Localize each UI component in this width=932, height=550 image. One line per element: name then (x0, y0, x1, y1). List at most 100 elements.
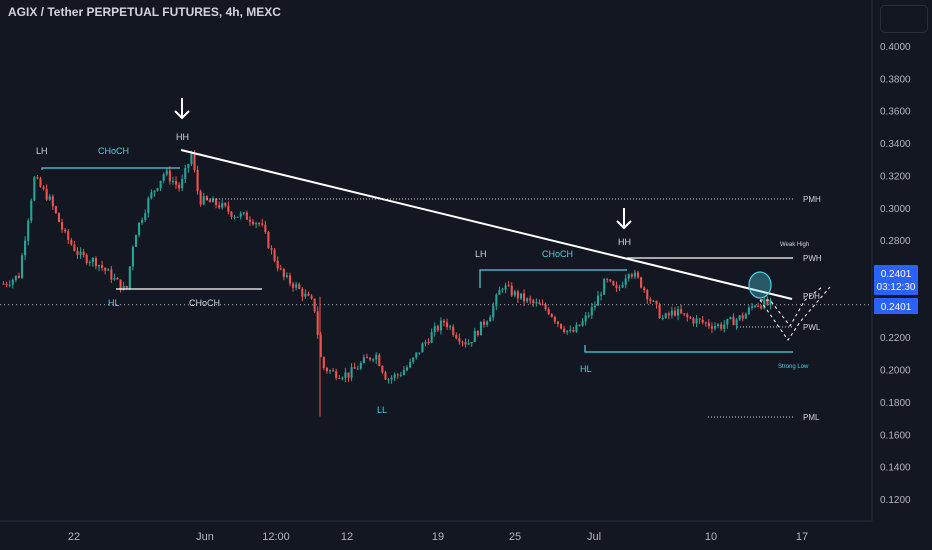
candle-body (88, 262, 91, 264)
candle-body (636, 272, 640, 278)
candle-body (187, 164, 190, 168)
x-tick-label: 19 (432, 531, 444, 543)
candle-body (94, 258, 97, 267)
candle-body (535, 302, 538, 304)
candle-body (729, 317, 732, 319)
choch-right-label: CHoCH (542, 249, 573, 259)
candle-body (538, 302, 541, 305)
hl-strong-low-line (584, 345, 793, 353)
candle-body (85, 255, 88, 264)
candle-body (282, 268, 285, 277)
candle-body (328, 370, 332, 372)
candle-body (24, 240, 27, 256)
candle-body (288, 275, 292, 284)
candle-body (664, 313, 667, 319)
candle-body (559, 323, 563, 329)
y-tick-label: 0.2200 (880, 333, 911, 344)
candle-body (45, 188, 48, 200)
x-tick-label: 10 (705, 531, 717, 543)
candle-body (701, 319, 704, 323)
candle-body (489, 317, 492, 322)
candle-body (8, 284, 11, 286)
candle-body (369, 357, 372, 360)
candle-body (211, 198, 215, 203)
candle-body (14, 275, 17, 280)
candle-body (492, 305, 495, 318)
candle-body (196, 170, 199, 192)
candle-body (356, 368, 359, 370)
candle-body (439, 320, 442, 331)
candle-body (673, 310, 677, 316)
candle-body (258, 223, 261, 225)
candle-body (652, 300, 655, 302)
candle-body (766, 299, 769, 305)
candle-body (563, 328, 566, 333)
candle-body (624, 278, 627, 285)
candle-body (433, 326, 436, 333)
candle-body (215, 198, 218, 206)
candle-body (2, 283, 5, 285)
candle-body (171, 181, 174, 183)
candle-body (128, 266, 131, 289)
candle-body (495, 294, 498, 306)
candle-body (618, 287, 621, 289)
candle-body (430, 332, 433, 343)
y-tick-label: 0.1200 (880, 495, 911, 506)
candle-body (147, 198, 150, 214)
candle-body (424, 341, 427, 344)
candle-body (178, 184, 181, 189)
candle-body (735, 319, 738, 326)
candle-body (181, 178, 184, 189)
candle-body (467, 343, 470, 345)
candle-body (704, 322, 707, 324)
candle-body (615, 285, 618, 288)
candle-body (51, 196, 54, 207)
chart-settings-button[interactable] (880, 5, 928, 33)
candle-body (101, 265, 104, 268)
candle-body (661, 318, 664, 320)
candle-body (295, 284, 298, 288)
candle-body (501, 289, 504, 291)
candle-body (39, 178, 42, 187)
candle-body (523, 293, 526, 302)
candle-body (544, 304, 547, 310)
candle-body (621, 284, 624, 288)
candle-body (313, 298, 316, 312)
candle-body (381, 365, 384, 373)
pml-label: PML (803, 413, 820, 422)
candle-body (667, 313, 670, 316)
candle-body (54, 206, 57, 213)
choch-top-label: CHoCH (98, 146, 129, 156)
candle-body (347, 372, 350, 378)
candle-body (455, 334, 458, 339)
candle-body (273, 249, 276, 261)
y-tick-label: 0.1400 (880, 463, 911, 474)
candle-body (190, 153, 193, 165)
candle-body (319, 334, 322, 357)
weak-high-label: Weak High (780, 242, 809, 248)
candle-body (750, 306, 754, 308)
candle-body (79, 251, 82, 255)
candle-body (757, 305, 760, 307)
candle-body (285, 275, 288, 277)
candle-body (307, 293, 310, 296)
candle-body (276, 260, 279, 269)
candle-body (30, 200, 33, 221)
y-tick-label: 0.3600 (880, 107, 911, 118)
candle-body (390, 377, 393, 380)
candle-body (73, 244, 76, 251)
lh-right-label: LH (475, 249, 487, 259)
y-tick-label: 0.2800 (880, 236, 911, 247)
candle-body (138, 222, 141, 236)
candle-body (279, 268, 282, 270)
choch-bottom-label: CHoCH (189, 298, 220, 308)
candle-body (707, 322, 710, 327)
candle-body (110, 269, 113, 280)
candle-body (359, 362, 362, 369)
candle-body (239, 213, 242, 217)
price-tag-price: 0.2401 (881, 269, 912, 280)
candle-body (405, 367, 409, 371)
lh-left-label: LH (36, 146, 48, 156)
strong-low-label: Strong Low (778, 364, 809, 370)
